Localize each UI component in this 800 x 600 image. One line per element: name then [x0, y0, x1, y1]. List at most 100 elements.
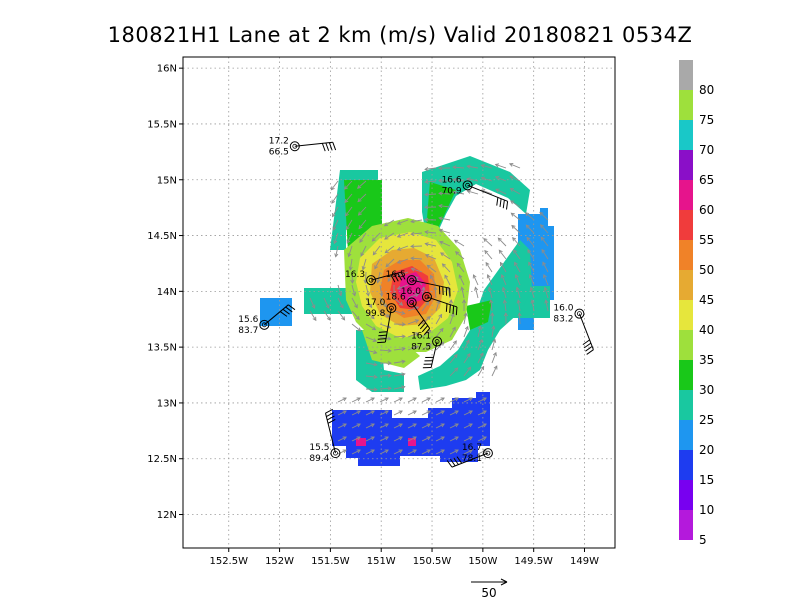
wind-vector-head [339, 304, 344, 309]
wind-vector [379, 297, 387, 308]
wind-vector-head [438, 178, 443, 183]
wind-vector [351, 423, 361, 429]
wind-vector [407, 293, 419, 299]
wind-vector [337, 449, 347, 455]
wind-vector [323, 310, 331, 321]
wind-vector-head [356, 423, 361, 428]
wind-vector [323, 297, 330, 309]
wind-barb-flag [583, 342, 592, 349]
wind-vector-head [384, 249, 389, 254]
wind-vector-head [356, 410, 361, 415]
wind-vector-head [412, 410, 417, 415]
wind-vector [359, 232, 367, 243]
wind-barb-flag [390, 274, 396, 283]
wind-vector-head [372, 338, 378, 342]
wind-vector [346, 232, 353, 244]
wind-vector-head [529, 286, 534, 291]
colorbar-swatch [679, 180, 693, 210]
station-speed-label: 16.0 [553, 304, 573, 314]
wind-vector-head [483, 237, 488, 243]
wind-vector [516, 287, 521, 299]
wind-vector-head [482, 397, 487, 402]
wind-vector-head [359, 238, 364, 243]
wind-vector [454, 239, 465, 247]
x-tick-label: 151W [367, 556, 396, 567]
wind-vector-head [474, 286, 479, 291]
wind-barb-flag [450, 458, 456, 467]
wind-barb-flag [456, 456, 463, 464]
wind-vector-head [454, 449, 459, 454]
station-pressure-label: 78.1 [462, 454, 482, 464]
wind-vector-head [424, 217, 429, 222]
wind-vector [514, 262, 521, 273]
wind-vector [379, 336, 391, 340]
wind-vector-head [396, 259, 402, 264]
wind-vector-head [510, 200, 515, 205]
wind-vector [491, 339, 496, 351]
wind-vector-head [370, 423, 375, 428]
wind-vector-head [372, 251, 377, 256]
wind-vector-head [454, 410, 459, 415]
wind-vector-head [426, 410, 431, 415]
wind-vector [393, 335, 406, 338]
wind-barb-flag [332, 142, 337, 151]
wind-vector [491, 326, 495, 338]
wind-vector-head [466, 177, 471, 182]
wind-vector [439, 241, 451, 247]
wind-vector [372, 245, 381, 256]
wind-vector [351, 397, 361, 403]
station: 16.083.2 [553, 304, 594, 355]
wind-vector [458, 274, 465, 286]
wind-vector [365, 423, 375, 429]
colorbar-tick-label: 35 [699, 353, 714, 367]
station-marker-inner [409, 300, 415, 305]
x-tick-label: 149.5W [514, 556, 553, 567]
x-tick-label: 152.5W [209, 556, 248, 567]
wind-vector [426, 264, 437, 273]
wind-vector-head [330, 186, 335, 191]
wind-barb-flag [397, 272, 403, 281]
station-marker-inner [333, 450, 338, 456]
wind-vector-head [387, 361, 392, 366]
wind-vector [511, 212, 521, 221]
wind-vector [444, 274, 451, 286]
wind-barb-flag [446, 460, 453, 468]
wind-vector [333, 232, 339, 244]
wind-vector-head [438, 313, 443, 319]
wind-vector [495, 188, 507, 195]
wind-vector [393, 386, 405, 390]
wind-vector-head [410, 231, 415, 236]
wind-vector [467, 190, 479, 195]
wind-barb-flag [393, 273, 399, 282]
wind-vector [449, 397, 459, 403]
station-speed-label: 16.6 [442, 175, 462, 185]
y-axis-ticks: 16N 15.5N 15N 14.5N 14N 13.5N 13N 12.5N 12N [147, 64, 183, 521]
wind-vector [397, 271, 409, 277]
station-speed-label: 16.7 [462, 443, 482, 453]
station-speed-label: 18.6 [386, 293, 406, 303]
wind-vector-head [401, 310, 406, 315]
wind-vector-head [401, 359, 406, 364]
wind-vector [385, 258, 395, 268]
wind-vector [421, 436, 431, 442]
wind-speed-region [362, 330, 420, 368]
wind-vector-head [410, 244, 415, 249]
wind-barb-flag [419, 322, 427, 330]
wind-vector-head [426, 423, 431, 428]
gridlines [183, 57, 615, 548]
station-marker-inner [368, 277, 374, 283]
wind-vector-head [487, 286, 492, 291]
wind-vector [379, 436, 389, 442]
wind-vector [467, 165, 479, 169]
wind-vector-head [412, 449, 417, 454]
wind-vector [439, 229, 451, 234]
wind-vector-head [494, 163, 500, 168]
wind-vector-head [385, 313, 391, 318]
wind-vector [435, 300, 440, 312]
wind-vector-head [524, 212, 530, 217]
wind-vector-head [440, 397, 445, 402]
wind-barb-staff [384, 307, 392, 343]
wind-vector [365, 362, 377, 366]
colorbar-swatch [679, 450, 693, 480]
y-tick-label: 14.5N [147, 231, 177, 242]
